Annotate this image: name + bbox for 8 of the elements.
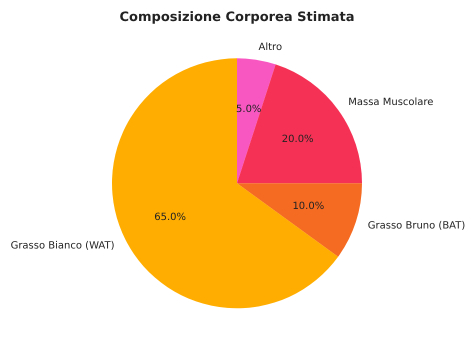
- slice-label: Grasso Bruno (BAT): [368, 220, 466, 232]
- data-label: 10.0%: [292, 201, 324, 212]
- data-label: 20.0%: [282, 134, 314, 145]
- slice-label: Altro: [258, 42, 282, 54]
- slice-label: Grasso Bianco (WAT): [10, 240, 115, 252]
- data-label: 65.0%: [154, 212, 186, 223]
- slice-label: Massa Muscolare: [348, 97, 434, 108]
- chart-title: Composizione Corporea Stimata: [120, 10, 354, 26]
